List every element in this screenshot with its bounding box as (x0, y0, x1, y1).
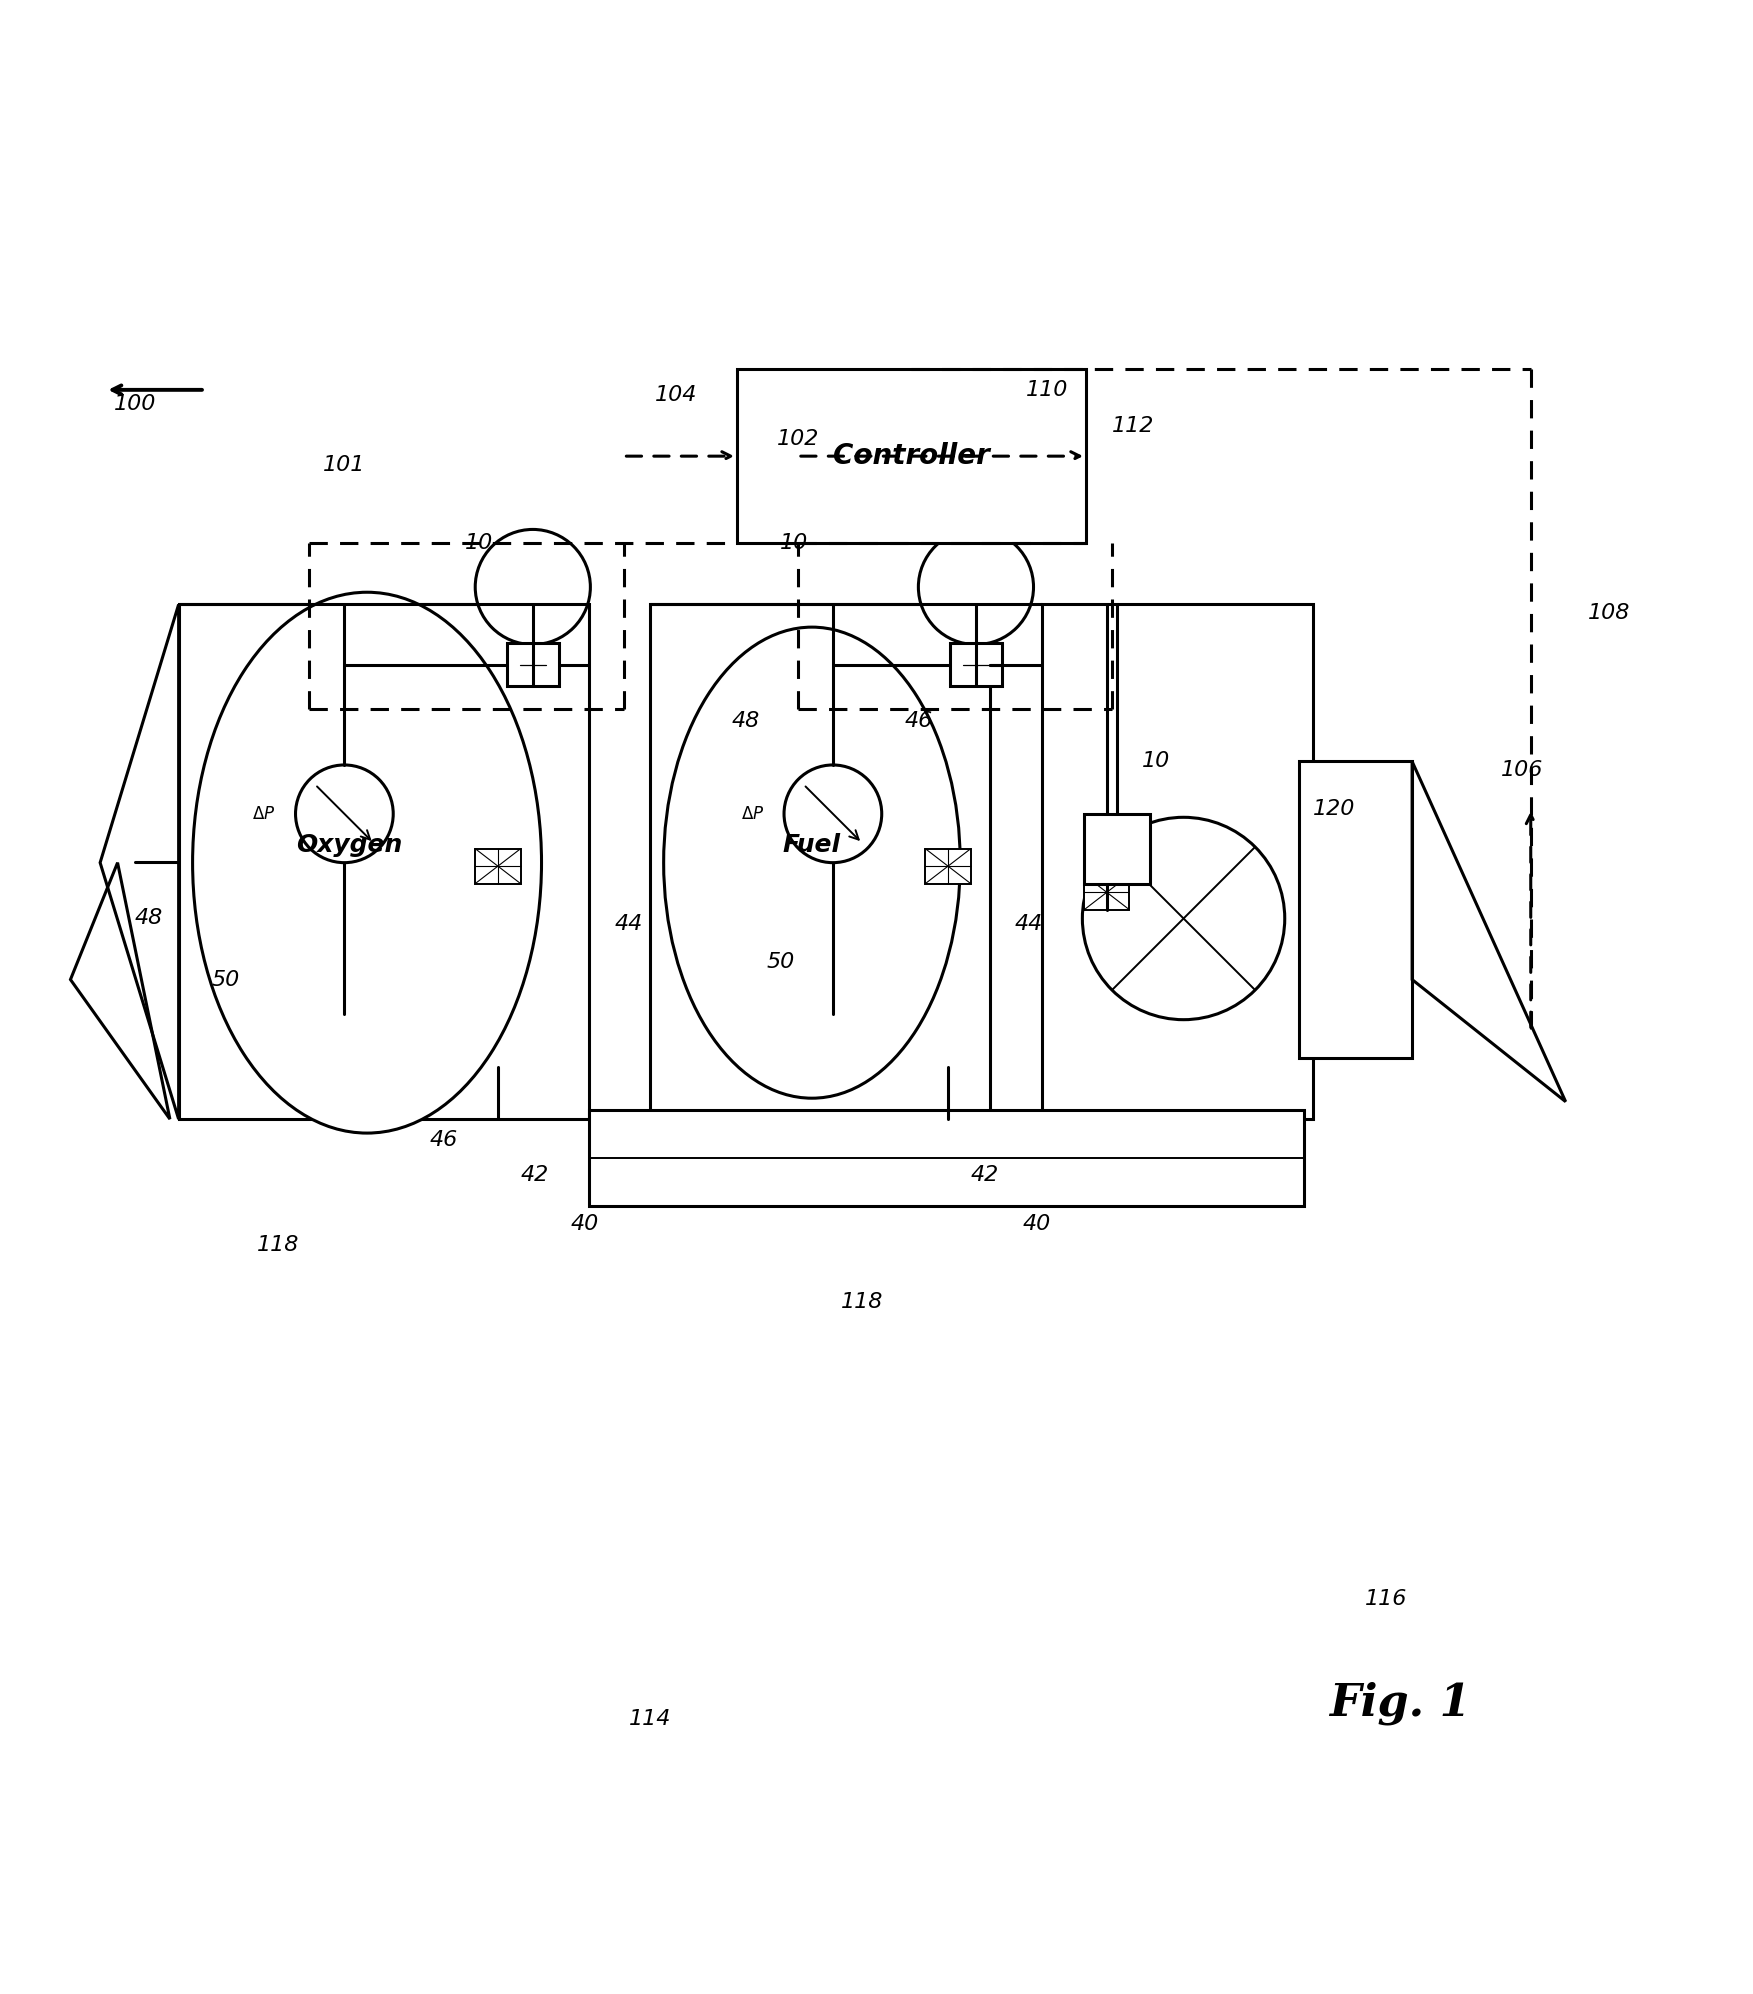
Text: 10: 10 (1141, 752, 1169, 772)
Bar (1299, 762, 1413, 1059)
Text: 100: 100 (114, 393, 156, 415)
Ellipse shape (193, 592, 542, 1133)
Text: 40: 40 (571, 1214, 600, 1234)
Text: $\Delta$P: $\Delta$P (252, 806, 275, 824)
Circle shape (296, 766, 393, 863)
Text: 50: 50 (766, 951, 794, 973)
Text: 104: 104 (654, 385, 698, 405)
Circle shape (784, 766, 882, 863)
Bar (475, 849, 521, 883)
Bar (1043, 604, 1313, 1119)
Text: 44: 44 (1015, 913, 1043, 933)
Text: 40: 40 (1024, 1214, 1052, 1234)
Text: 118: 118 (258, 1234, 300, 1254)
Circle shape (475, 530, 591, 644)
Text: 42: 42 (521, 1164, 549, 1184)
Text: 10: 10 (465, 532, 493, 554)
Text: 10: 10 (780, 532, 808, 554)
Text: Fig. 1: Fig. 1 (1329, 1681, 1471, 1725)
Circle shape (1082, 818, 1285, 1019)
Text: 114: 114 (629, 1709, 671, 1729)
Text: Fuel: Fuel (784, 833, 841, 857)
Text: 48: 48 (731, 712, 759, 732)
Text: 50: 50 (212, 969, 240, 989)
Text: Oxygen: Oxygen (296, 833, 403, 857)
Text: 110: 110 (1026, 379, 1069, 401)
Text: 101: 101 (323, 455, 366, 475)
Text: 112: 112 (1111, 417, 1153, 437)
Circle shape (919, 530, 1034, 644)
Bar (650, 604, 990, 1119)
Bar (1083, 814, 1150, 883)
Text: 44: 44 (615, 913, 643, 933)
Bar (736, 369, 1085, 544)
Text: Controller: Controller (833, 443, 990, 471)
Text: 46: 46 (905, 712, 933, 732)
Text: 106: 106 (1501, 760, 1543, 780)
Bar (589, 1111, 1304, 1206)
Text: 48: 48 (135, 909, 163, 929)
Text: 102: 102 (777, 429, 819, 449)
Text: 118: 118 (841, 1292, 884, 1312)
Ellipse shape (664, 628, 961, 1099)
Text: $\Delta$P: $\Delta$P (740, 806, 764, 824)
Bar (507, 642, 559, 686)
Bar (950, 642, 1003, 686)
Bar (179, 604, 589, 1119)
Text: 46: 46 (429, 1131, 458, 1151)
Text: 108: 108 (1588, 602, 1630, 624)
Text: 120: 120 (1313, 798, 1355, 820)
Text: 42: 42 (971, 1164, 999, 1184)
Bar (926, 849, 971, 883)
Text: 116: 116 (1366, 1589, 1408, 1609)
Bar (1083, 875, 1129, 909)
